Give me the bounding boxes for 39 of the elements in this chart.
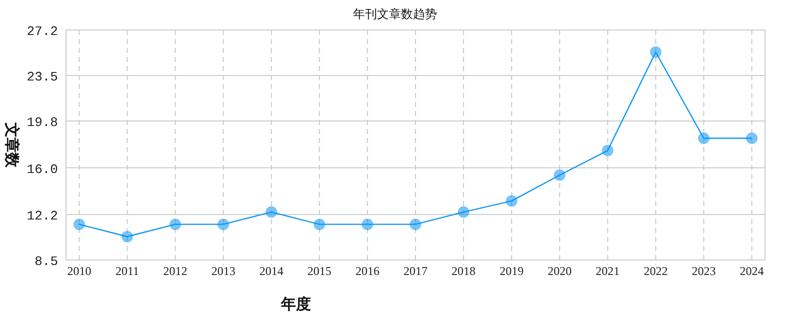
y-tick-label: 8.5: [34, 254, 58, 269]
x-axis-title: 年度: [280, 295, 311, 313]
x-tick-label: 2020: [548, 264, 572, 278]
point: [361, 218, 374, 230]
x-tick-label: 2013: [211, 264, 236, 278]
y-tick-label: 12.2: [26, 208, 58, 224]
point: [554, 169, 566, 182]
point: [506, 194, 518, 207]
y-tick-label: 23.5: [26, 70, 58, 85]
y-tick-label: 19.8: [26, 115, 58, 130]
point: [602, 144, 614, 157]
point: [121, 230, 134, 243]
point: [313, 218, 326, 230]
y-tick-label: 27.2: [26, 24, 58, 39]
x-tick-label: 2010: [67, 264, 92, 278]
point: [265, 206, 278, 218]
point: [410, 218, 422, 230]
x-tick-label: 2016: [355, 264, 380, 278]
chart-title: 年刊文章数趋势: [353, 7, 437, 21]
y-axis-title: 文章数: [3, 122, 21, 168]
x-tick-label: 2017: [404, 264, 428, 278]
x-tick-label: 2022: [644, 264, 668, 278]
point: [698, 132, 710, 144]
x-tick-label: 2018: [452, 264, 476, 278]
point: [73, 218, 86, 230]
x-tick-label: 2015: [307, 264, 332, 278]
point: [169, 218, 182, 230]
x-tick-label: 2023: [692, 264, 716, 278]
x-tick-label: 2012: [163, 264, 188, 278]
y-tick-label: 16.0: [26, 162, 58, 177]
x-tick-label: 2014: [259, 264, 284, 278]
x-tick-label: 2011: [115, 264, 140, 278]
point: [458, 206, 470, 218]
point: [217, 218, 230, 230]
point: [746, 132, 758, 144]
x-tick-label: 2019: [500, 264, 524, 278]
x-tick-label: 2024: [740, 264, 764, 278]
x-tick-label: 2021: [596, 264, 620, 278]
point: [650, 46, 662, 58]
